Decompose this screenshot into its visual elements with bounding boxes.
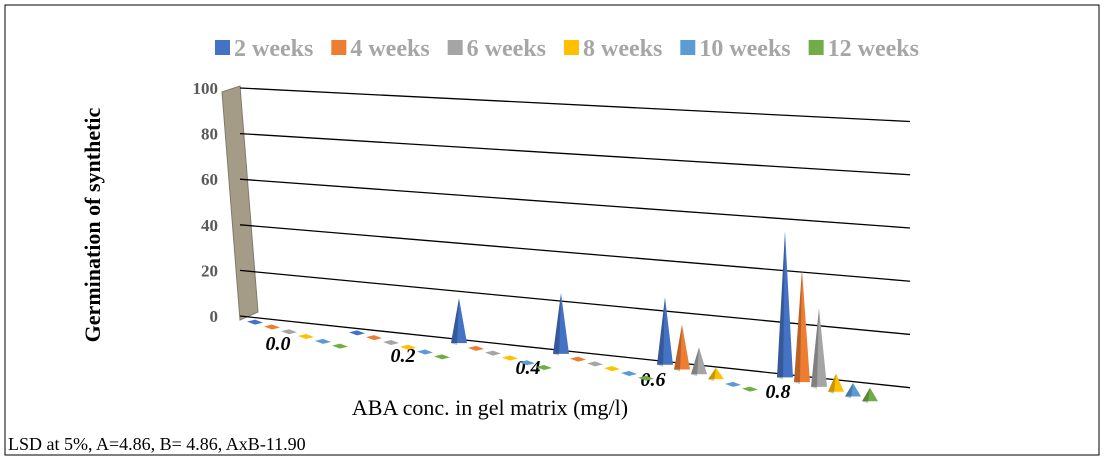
y-tick-label: 0 [210,307,219,326]
legend-label: 10 weeks [699,36,790,62]
back-wall [221,85,259,321]
y-tick-label: 20 [201,261,218,280]
grid-line [239,269,911,336]
cone [845,382,861,397]
cone [519,360,535,366]
y-tick-label: 60 [201,170,218,189]
x-tick-label: 0.2 [391,345,416,367]
cone [638,375,654,381]
cone [468,345,484,351]
cone-shade [828,373,836,394]
y-axis-title: Germination of synthetic [80,107,105,342]
cone [247,319,263,325]
cone [862,387,878,402]
cone-shade [657,297,665,367]
grid-line [239,132,911,176]
cone [621,370,637,376]
cone [332,343,348,349]
legend-swatch [563,40,579,55]
grid-line [239,224,911,282]
cone [587,361,603,367]
cone [553,293,569,354]
cone [315,338,331,344]
legend-label: 8 weeks [583,36,662,62]
cone [451,298,467,344]
x-tick-label: 0.4 [516,357,541,379]
cone-shade [708,367,716,382]
y-tick-label: 40 [201,216,218,235]
cone-shade [794,269,802,385]
cone [570,356,586,362]
cone-shade [845,382,853,399]
cone [674,324,690,370]
footnote: LSD at 5%, A=4.86, B= 4.86, AxB-11.90 [8,434,306,454]
frame [4,4,1100,456]
cone [811,308,827,387]
cone-shade [811,308,819,389]
cone [417,349,433,355]
legend-swatch [447,40,463,55]
cone [298,334,314,340]
cone [604,366,620,372]
y-tick-label: 80 [201,125,218,144]
cone-shade [553,293,561,356]
legend-label: 12 weeks [828,36,919,62]
cone [794,269,810,383]
x-tick-label: 0.8 [766,381,791,403]
cone [828,373,844,392]
x-tick-label: 0.6 [641,369,666,391]
cone [725,381,741,387]
cone [366,335,382,341]
legend-swatch [808,40,824,55]
legend-swatch [331,40,347,55]
cone [383,339,399,345]
legend-label: 2 weeks [234,36,313,62]
legend-label: 6 weeks [467,36,546,62]
cone [485,350,501,356]
legend-swatch [680,40,696,55]
grid-line [239,87,911,123]
cone [349,330,365,336]
x-axis-title: ABA conc. in gel matrix (mg/l) [352,395,628,420]
legend-swatch [215,40,230,55]
cone [264,324,280,330]
cone [281,329,297,335]
legend-label: 4 weeks [350,36,429,62]
cone-shade [691,347,699,377]
cone-shade [451,298,459,346]
cone [536,365,552,371]
cone-shade [674,324,682,372]
cone [502,355,518,361]
cone [400,344,416,350]
cone-shade [862,387,870,404]
x-tick-label: 0.0 [266,333,291,355]
y-tick-label: 100 [193,79,219,98]
cone [434,354,450,360]
cone [657,297,673,365]
cone [708,367,724,380]
cone [742,386,758,392]
cone-shade [777,231,785,380]
grid-line [239,178,911,229]
cone [691,347,707,375]
cone [777,231,793,378]
